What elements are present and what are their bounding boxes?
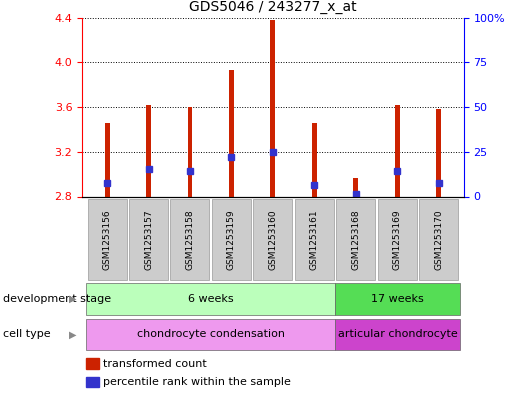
- Text: chondrocyte condensation: chondrocyte condensation: [137, 329, 285, 340]
- Title: GDS5046 / 243277_x_at: GDS5046 / 243277_x_at: [189, 0, 357, 14]
- Text: cell type: cell type: [3, 329, 50, 340]
- Bar: [436, 109, 441, 196]
- Text: GSM1253157: GSM1253157: [144, 209, 153, 270]
- Text: GSM1253161: GSM1253161: [310, 209, 319, 270]
- Bar: [171, 199, 209, 280]
- Bar: [395, 105, 400, 196]
- Text: GSM1253156: GSM1253156: [102, 209, 111, 270]
- Bar: [419, 199, 458, 280]
- Text: 17 weeks: 17 weeks: [371, 294, 424, 304]
- Bar: [104, 123, 110, 196]
- Bar: [295, 199, 334, 280]
- Bar: [354, 178, 358, 196]
- Text: ▶: ▶: [69, 329, 77, 340]
- Bar: [86, 319, 335, 350]
- Bar: [129, 199, 168, 280]
- Text: development stage: development stage: [3, 294, 111, 304]
- Bar: [229, 70, 234, 196]
- Bar: [86, 377, 99, 387]
- Text: ▶: ▶: [69, 294, 77, 304]
- Text: GSM1253169: GSM1253169: [393, 209, 402, 270]
- Text: transformed count: transformed count: [103, 358, 207, 369]
- Text: percentile rank within the sample: percentile rank within the sample: [103, 377, 291, 387]
- Text: GSM1253160: GSM1253160: [269, 209, 277, 270]
- Text: articular chondrocyte: articular chondrocyte: [338, 329, 457, 340]
- Bar: [146, 105, 151, 196]
- Bar: [253, 199, 293, 280]
- Bar: [337, 199, 375, 280]
- Text: GSM1253158: GSM1253158: [186, 209, 195, 270]
- Bar: [87, 199, 127, 280]
- Bar: [212, 199, 251, 280]
- Text: GSM1253168: GSM1253168: [351, 209, 360, 270]
- Bar: [86, 358, 99, 369]
- Bar: [335, 283, 460, 315]
- Bar: [312, 123, 317, 196]
- Bar: [188, 107, 192, 196]
- Bar: [86, 283, 335, 315]
- Text: GSM1253170: GSM1253170: [435, 209, 444, 270]
- Text: GSM1253159: GSM1253159: [227, 209, 236, 270]
- Bar: [270, 20, 276, 196]
- Bar: [335, 319, 460, 350]
- Text: 6 weeks: 6 weeks: [188, 294, 234, 304]
- Bar: [378, 199, 417, 280]
